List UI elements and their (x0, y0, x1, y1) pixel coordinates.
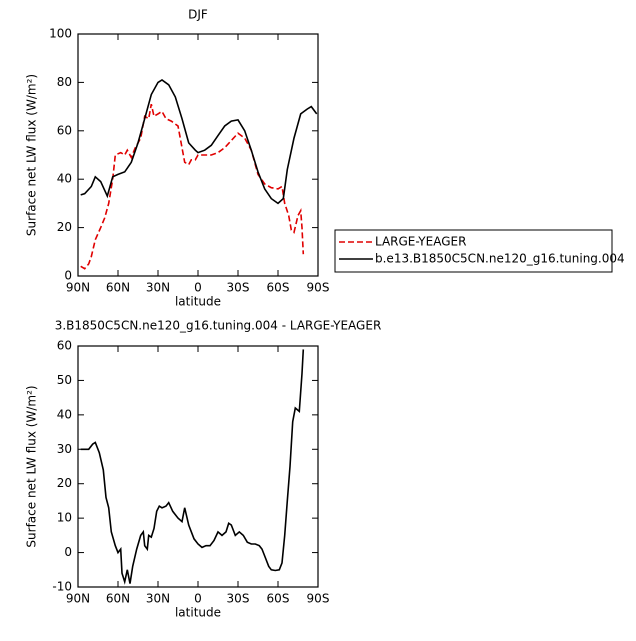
plot-frame (77, 345, 319, 588)
data-line (80, 79, 318, 205)
y-tick-label: 10 (57, 511, 72, 525)
legend-label: b.e13.B1850C5CN.ne120_g16.tuning.004 (375, 252, 625, 266)
data-line (80, 349, 305, 585)
x-axis-label: latitude (175, 295, 221, 309)
x-tick-label: 60S (267, 281, 290, 295)
y-tick-label: -10 (52, 580, 72, 594)
y-axis-label: Surface net LW flux (W/m²) (25, 385, 39, 547)
x-tick-label: 90S (307, 281, 330, 295)
x-tick-label: 30N (146, 592, 170, 606)
chart-title: 3.B1850C5CN.ne120_g16.tuning.004 - LARGE… (55, 319, 382, 333)
x-tick-label: 60N (106, 281, 130, 295)
x-tick-label: 30S (227, 281, 250, 295)
x-tick-label: 60N (106, 592, 130, 606)
legend-label: LARGE-YEAGER (375, 235, 466, 249)
y-tick-label: 20 (57, 476, 72, 490)
y-tick-label: 100 (49, 27, 72, 41)
y-tick-label: 20 (57, 220, 72, 234)
x-axis-label: latitude (175, 606, 221, 620)
x-tick-label: 0 (194, 281, 202, 295)
data-line (80, 104, 305, 270)
x-tick-label: 90N (66, 281, 90, 295)
y-tick-label: 0 (64, 545, 72, 559)
y-tick-label: 50 (57, 373, 72, 387)
x-tick-label: 30S (227, 592, 250, 606)
y-tick-label: 0 (64, 269, 72, 283)
y-tick-label: 40 (57, 407, 72, 421)
y-tick-label: 80 (57, 75, 72, 89)
y-tick-label: 30 (57, 442, 72, 456)
y-axis-label: Surface net LW flux (W/m²) (25, 74, 39, 236)
x-tick-label: 90S (307, 592, 330, 606)
y-tick-label: 40 (57, 172, 72, 186)
x-tick-label: 0 (194, 592, 202, 606)
chart-title: DJF (188, 8, 208, 22)
x-tick-label: 30N (146, 281, 170, 295)
y-tick-label: 60 (57, 339, 72, 353)
x-tick-label: 60S (267, 592, 290, 606)
y-tick-label: 60 (57, 123, 72, 137)
legend-box (334, 229, 613, 273)
x-tick-label: 90N (66, 592, 90, 606)
